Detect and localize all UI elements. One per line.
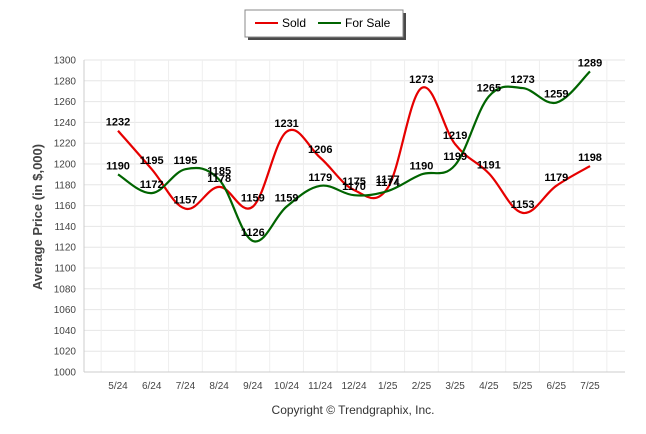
data-label-for-sale: 1174 <box>376 177 401 189</box>
y-tick-label: 1080 <box>54 284 77 295</box>
data-label-for-sale: 1190 <box>106 160 130 172</box>
data-label-for-sale: 1126 <box>241 227 265 239</box>
y-tick-label: 1120 <box>54 243 76 254</box>
x-tick-label: 9/24 <box>243 381 263 392</box>
data-label-for-sale: 1195 <box>173 155 197 167</box>
data-label-for-sale: 1170 <box>342 181 366 193</box>
x-tick-label: 4/25 <box>479 381 499 392</box>
y-tick-label: 1140 <box>54 222 76 233</box>
y-tick-label: 1280 <box>54 76 77 87</box>
data-label-for-sale: 1259 <box>544 89 568 101</box>
series-lines <box>117 70 591 243</box>
x-tick-label: 6/25 <box>547 381 567 392</box>
x-tick-label: 8/24 <box>209 381 229 392</box>
x-tick-label: 10/24 <box>274 381 299 392</box>
data-label-sold: 1153 <box>511 199 535 211</box>
y-tick-label: 1220 <box>54 139 77 150</box>
legend-label-for-sale: For Sale <box>345 16 391 30</box>
legend-item-sold[interactable]: Sold <box>255 16 306 30</box>
y-axis-title: Average Price (in $,000) <box>30 144 45 290</box>
copyright-text: Copyright © Trendgraphix, Inc. <box>272 403 435 417</box>
x-tick-label: 1/25 <box>378 381 398 392</box>
legend-label-sold: Sold <box>282 16 306 30</box>
data-labels: 1232 1195 1157 1178 1159 1231 1206 1175 1177 1273… <box>106 57 602 239</box>
data-label-sold: 1159 <box>241 193 265 205</box>
x-tick-label: 7/25 <box>580 381 600 392</box>
data-label-for-sale: 1265 <box>477 82 501 94</box>
data-label-sold: 1206 <box>308 144 332 156</box>
data-label-sold: 1175 <box>342 176 366 188</box>
data-label-for-sale: 1172 <box>140 179 164 191</box>
y-tick-label: 1180 <box>54 180 76 191</box>
data-label-sold: 1195 <box>140 155 164 167</box>
data-label-sold: 1273 <box>409 74 433 86</box>
data-label-for-sale: 1159 <box>275 193 299 205</box>
y-tick-label: 1060 <box>54 305 77 316</box>
y-tick-label: 1260 <box>54 97 77 108</box>
series-line-sold[interactable] <box>117 86 591 214</box>
data-label-sold: 1198 <box>578 152 602 164</box>
x-tick-label: 6/24 <box>142 381 162 392</box>
data-label-for-sale: 1190 <box>409 160 433 172</box>
y-tick-label: 1240 <box>54 118 77 129</box>
data-label-sold: 1191 <box>477 159 501 171</box>
y-tick-label: 1000 <box>54 368 77 379</box>
y-tick-label: 1300 <box>54 56 77 67</box>
data-label-for-sale: 1199 <box>443 151 467 163</box>
axes: 1000 1020 1040 1060 1080 1100 1120 1140 1160 1180… <box>54 56 625 392</box>
data-label-for-sale: 1179 <box>308 172 332 184</box>
legend: Sold For Sale <box>244 9 406 40</box>
x-tick-label: 12/24 <box>341 381 366 392</box>
x-tick-label: 3/25 <box>445 381 465 392</box>
data-label-sold: 1179 <box>544 172 568 184</box>
x-tick-label: 5/24 <box>108 381 128 392</box>
x-tick-label: 7/24 <box>176 381 196 392</box>
data-label-for-sale: 1273 <box>510 74 534 86</box>
data-label-sold: 1231 <box>274 118 298 130</box>
data-label-sold: 1157 <box>173 195 197 207</box>
y-tick-label: 1160 <box>54 201 76 212</box>
data-label-for-sale: 1289 <box>578 57 602 69</box>
data-label-sold: 1177 <box>376 174 400 186</box>
data-label-sold: 1232 <box>106 117 130 129</box>
grid-lines <box>84 59 625 373</box>
data-label-sold: 1178 <box>207 173 231 185</box>
x-tick-label: 11/24 <box>308 381 333 392</box>
x-tick-label: 2/25 <box>412 381 432 392</box>
y-tick-label: 1200 <box>54 160 77 171</box>
data-label-sold: 1219 <box>443 130 467 142</box>
x-tick-label: 5/25 <box>513 381 533 392</box>
data-label-for-sale: 1185 <box>207 166 231 178</box>
y-tick-label: 1020 <box>54 347 77 358</box>
y-tick-label: 1100 <box>54 264 76 275</box>
legend-item-for-sale[interactable]: For Sale <box>318 16 391 30</box>
y-tick-label: 1040 <box>54 326 77 337</box>
series-line-for-sale[interactable] <box>117 70 591 243</box>
